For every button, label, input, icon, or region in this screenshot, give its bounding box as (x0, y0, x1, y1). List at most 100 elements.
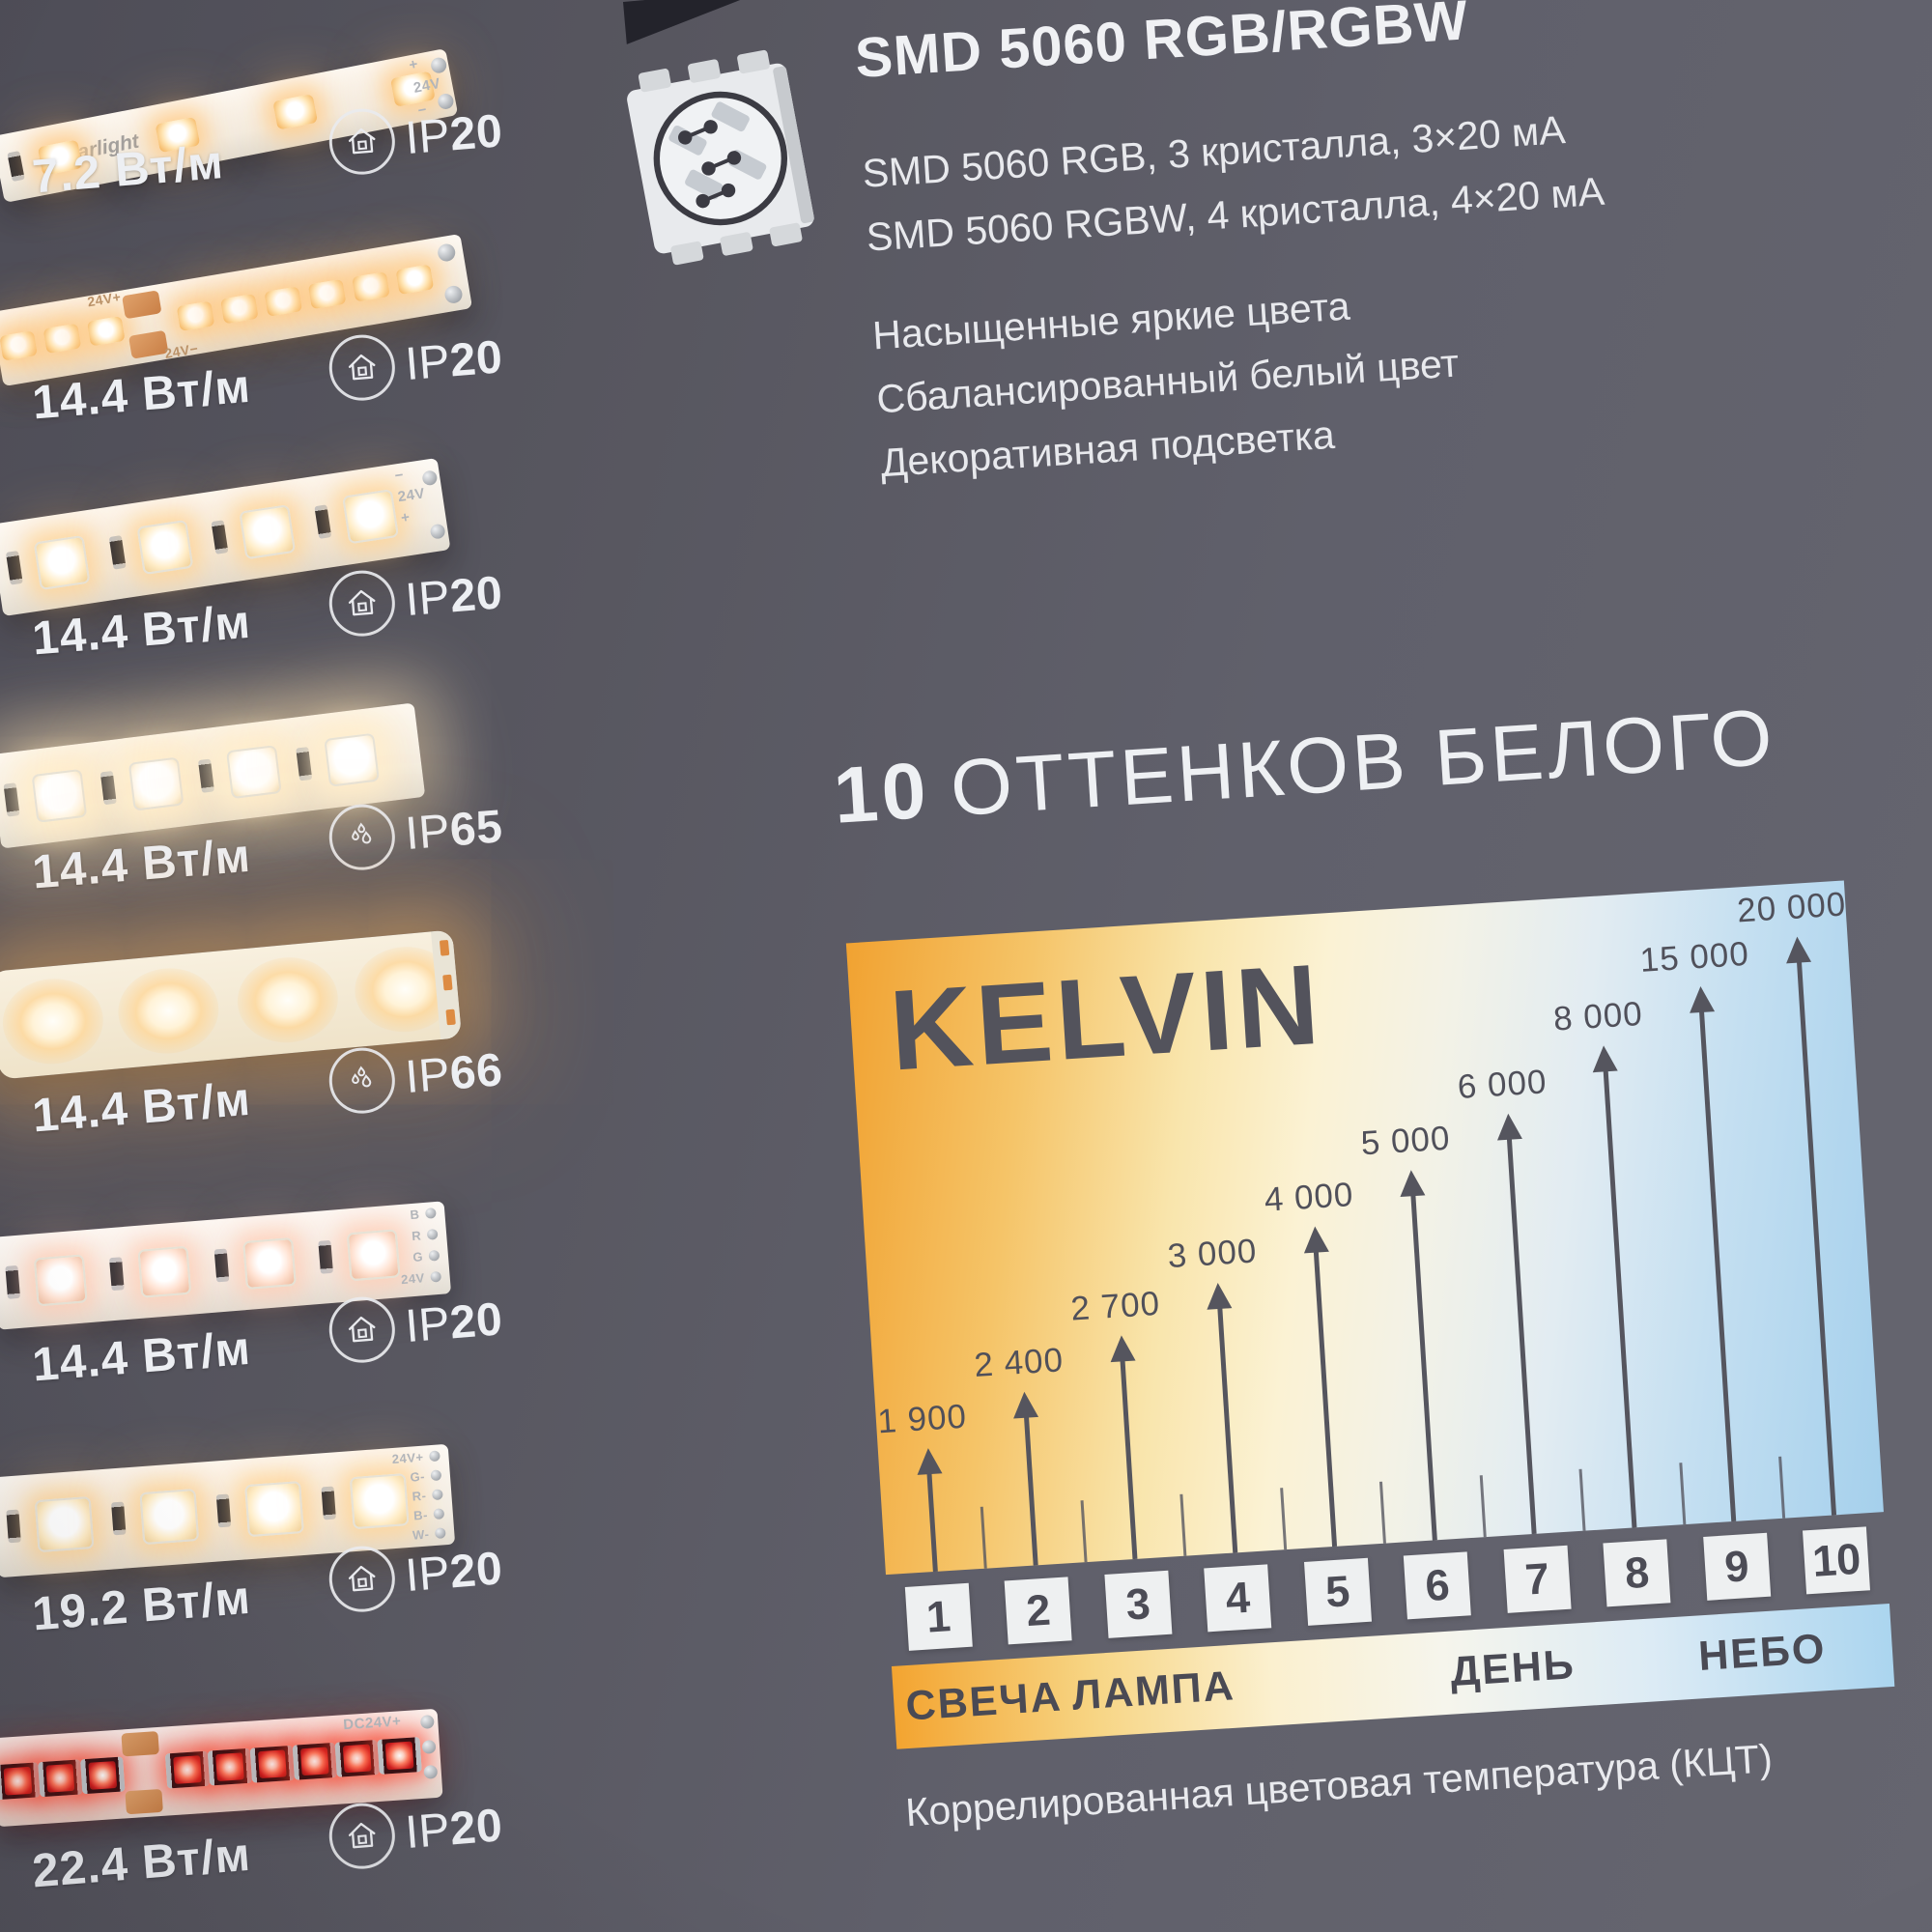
resistor-component (109, 1257, 125, 1292)
scale-tick (1378, 1481, 1386, 1544)
house-icon (348, 1565, 376, 1592)
scale-number-box: 4 (1204, 1564, 1272, 1633)
solder-pad (421, 1739, 437, 1754)
pad-marking: B (409, 1207, 421, 1223)
resistor-component (215, 1493, 232, 1528)
led-emitter (342, 489, 399, 545)
red-led-die (342, 1744, 372, 1774)
kelvin-value-label: 5 000 (1359, 1119, 1452, 1163)
power-label: 7.2 Вт/м (30, 136, 226, 204)
scale-number-box: 9 (1702, 1532, 1771, 1601)
house-icon (348, 1316, 376, 1343)
resistor-component (5, 551, 23, 585)
solder-pad (434, 1527, 446, 1539)
copper-pad (128, 329, 169, 359)
scale-number-box: 10 (1803, 1526, 1871, 1595)
scale-number: 1 (924, 1591, 952, 1642)
kelvin-arrow-head (1301, 1225, 1329, 1254)
resistor-component (7, 151, 25, 183)
ip-digits: 66 (447, 1043, 505, 1099)
ip-badge: IP20 (327, 1286, 505, 1366)
ip-prefix: IP (403, 1547, 452, 1602)
ip-rating-label: IP20 (404, 104, 505, 165)
red-led-die (215, 1752, 244, 1782)
pad-marking: G- (409, 1468, 426, 1485)
ip-rating-label: IP65 (404, 800, 505, 861)
kelvin-arrow-head (1591, 1044, 1618, 1073)
led-emitter (0, 330, 38, 361)
led-emitter (176, 300, 215, 332)
kelvin-value-label: 4 000 (1263, 1176, 1355, 1219)
kelvin-arrow-head (915, 1447, 943, 1475)
scale-tick (1479, 1475, 1487, 1538)
kelvin-arrow-head (1399, 1169, 1426, 1197)
ip-rating-label: IP20 (404, 566, 505, 627)
kelvin-value-label: 15 000 (1638, 934, 1750, 980)
copper-pad (125, 1788, 163, 1815)
led-emitter (128, 756, 185, 811)
scale-number: 7 (1523, 1553, 1551, 1605)
power-label: 19.2 Вт/м (30, 1571, 253, 1641)
ip-prefix: IP (403, 1048, 452, 1103)
resistor-component (197, 758, 215, 793)
solder-pad (426, 1228, 439, 1240)
ip-badge: IP20 (327, 1535, 505, 1615)
kelvin-arrow-head (1495, 1112, 1522, 1141)
red-led-die (45, 1763, 75, 1793)
kelvin-arrow-shaft (1603, 1070, 1637, 1528)
zone-label: ЛАМПА (1070, 1662, 1237, 1719)
house-icon (348, 1822, 376, 1849)
voltage-marking: 24V− (163, 340, 200, 361)
kelvin-arrow-shaft (1507, 1138, 1537, 1535)
voltage-marking: + (399, 508, 412, 527)
scale-tick (1578, 1468, 1586, 1531)
scale-number-box: 3 (1104, 1570, 1173, 1638)
red-led-module (0, 1762, 41, 1801)
red-led-module (292, 1742, 337, 1780)
voltage-marking: 24V (412, 74, 442, 97)
ip-rating-label: IP66 (404, 1043, 505, 1104)
kelvin-arrow-head (1205, 1282, 1233, 1310)
red-led-module (207, 1747, 253, 1786)
voltage-marking: DC24V+ (342, 1713, 402, 1734)
ip-badge: IP20 (327, 98, 505, 178)
led-emitter (136, 519, 194, 576)
copper-pad (121, 1731, 159, 1757)
scale-tick (1778, 1456, 1786, 1519)
zone-label: ДЕНЬ (1449, 1641, 1577, 1696)
power-label: 14.4 Вт/м (30, 1072, 253, 1143)
led-emitter (43, 323, 82, 355)
kelvin-gradient-area: KELVIN 1 900 2 400 2 700 3 000 4 000 5 000 6 0… (845, 880, 1884, 1576)
strip-label-row: 14.4 Вт/м IP20 (24, 331, 505, 441)
power-label: 22.4 Вт/м (30, 1828, 253, 1898)
red-led-die (88, 1760, 118, 1790)
kelvin-arrow-shaft (926, 1472, 939, 1573)
ip-digits: 20 (447, 1293, 505, 1349)
pad-marking: R (411, 1228, 422, 1244)
led-emitter (226, 745, 282, 800)
ip-digits: 20 (447, 566, 505, 622)
kelvin-value-label: 3 000 (1166, 1232, 1259, 1276)
scale-number-box: 1 (904, 1582, 973, 1651)
resistor-component (314, 504, 332, 539)
section-heading: 10 ОТТЕНКОВ БЕЛОГО (831, 693, 1778, 842)
water-drops-icon (352, 822, 372, 844)
pad-marking: R- (412, 1488, 427, 1504)
ip-badge-circle (327, 106, 398, 178)
zone-label: НЕБО (1696, 1625, 1828, 1680)
strip-label-row: 14.4 Вт/м IP66 (24, 1044, 505, 1154)
kelvin-value-label: 20 000 (1736, 885, 1848, 930)
scale-number: 9 (1722, 1541, 1751, 1592)
kelvin-arrow-shaft (1699, 1010, 1737, 1522)
chart-caption: Коррелированная цветовая температура (КЦ… (904, 1735, 1775, 1835)
led-emitter (86, 315, 126, 347)
kelvin-arrow-shaft (1120, 1360, 1138, 1560)
screw-pad (443, 284, 464, 305)
red-led-module (38, 1759, 83, 1798)
strip-label-row: 7.2 Вт/м IP20 (24, 105, 505, 215)
solder-pad (433, 1508, 445, 1520)
red-led-module (334, 1739, 380, 1777)
red-led-die (3, 1766, 33, 1796)
voltage-marking: − (393, 467, 406, 485)
